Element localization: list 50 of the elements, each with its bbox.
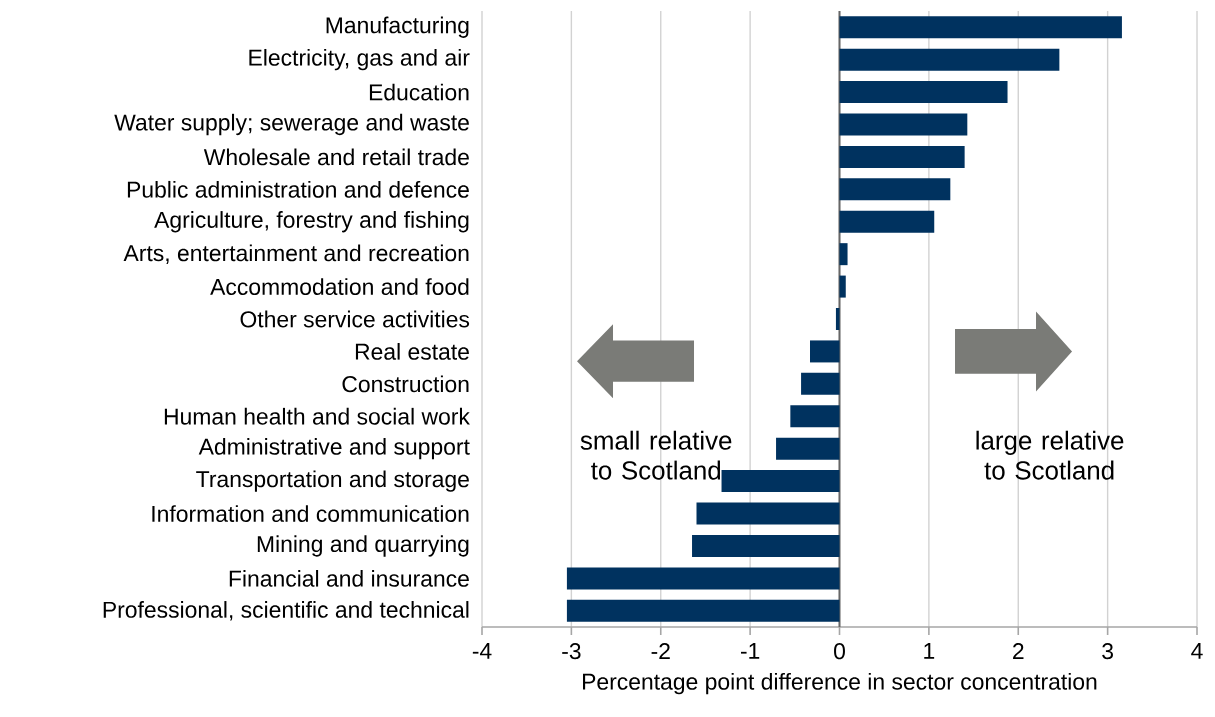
bar	[839, 145, 965, 168]
bar	[692, 534, 840, 557]
y-tick-label: Agriculture, forestry and fishing	[154, 211, 469, 233]
y-tick-label: Public administration and defence	[127, 180, 469, 198]
annotation: small relative to Scotland	[580, 430, 732, 480]
bar	[839, 48, 1060, 71]
y-tick-label: Transportation and storage	[196, 470, 469, 492]
y-tick-label: Water supply; sewerage and waste	[114, 113, 469, 136]
y-tick-label: Arts, entertainment and recreation	[123, 244, 469, 264]
y-tick-label: Wholesale and retail trade	[203, 148, 469, 166]
x-tick-label: 2	[1013, 643, 1024, 660]
x-tick-label: -1	[740, 643, 760, 659]
bar	[776, 437, 840, 460]
bar	[721, 470, 840, 493]
bar	[801, 372, 840, 395]
y-tick-label: Real estate	[355, 343, 469, 360]
y-tick-label: Construction	[342, 375, 469, 393]
y-tick-label: Electricity, gas and air	[249, 48, 470, 71]
x-tick-label: -3	[562, 643, 581, 660]
y-tick-label: Administrative and support	[198, 438, 470, 460]
bar	[839, 178, 951, 201]
annotation: large relative to Scotland	[976, 430, 1124, 480]
bar	[839, 113, 968, 136]
bar	[566, 599, 840, 622]
x-tick-label: 1	[924, 643, 935, 659]
y-tick-label: Mining and quarrying	[257, 535, 469, 557]
y-tick-label: Professional, scientific and technical	[103, 601, 469, 621]
bar	[839, 210, 935, 233]
bar	[839, 243, 848, 266]
bar	[790, 405, 840, 428]
bar	[696, 502, 840, 525]
y-tick-label: Education	[369, 83, 469, 101]
y-tick-label: Information and communication	[152, 505, 469, 522]
x-tick-label: -2	[651, 643, 670, 660]
x-tick-label: -4	[472, 643, 492, 659]
bar	[835, 308, 840, 331]
y-tick-label: Human health and social work	[164, 407, 470, 425]
y-tick-label: Financial and insurance	[229, 569, 469, 587]
y-tick-label: Accommodation and food	[210, 278, 469, 295]
x-tick-label: 3	[1102, 643, 1113, 660]
bar	[810, 340, 840, 363]
x-tick-label: 0	[834, 643, 845, 660]
x-tick-label: 4	[1191, 643, 1203, 659]
bar	[839, 16, 1122, 39]
y-tick-label: Other service activities	[240, 310, 470, 328]
bar	[839, 275, 846, 298]
y-tick-label: Manufacturing	[326, 16, 469, 38]
x-axis-title: Percentage point difference in sector concentration	[583, 672, 1097, 695]
bar	[839, 81, 1008, 104]
bar	[566, 567, 840, 590]
